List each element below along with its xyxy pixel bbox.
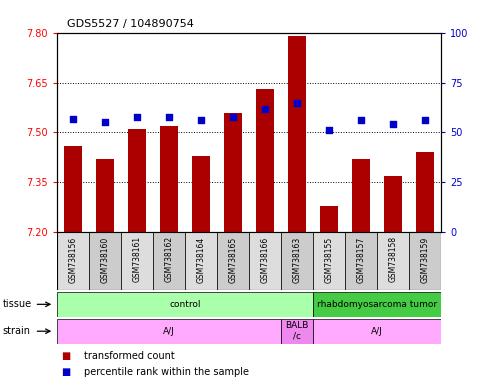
Bar xyxy=(320,206,338,232)
Bar xyxy=(281,319,313,344)
Text: GSM738159: GSM738159 xyxy=(421,236,430,283)
Text: GSM738163: GSM738163 xyxy=(292,236,302,283)
Text: tissue: tissue xyxy=(2,299,32,310)
Point xyxy=(357,118,365,124)
Point xyxy=(389,121,397,127)
Text: control: control xyxy=(169,300,201,309)
Bar xyxy=(352,159,370,232)
Text: GSM738166: GSM738166 xyxy=(260,236,270,283)
Bar xyxy=(192,156,210,232)
Point xyxy=(261,106,269,112)
Bar xyxy=(249,232,281,290)
Point xyxy=(101,119,108,126)
Text: ■: ■ xyxy=(62,367,71,377)
Text: GSM738155: GSM738155 xyxy=(324,236,334,283)
Text: GSM738165: GSM738165 xyxy=(228,236,238,283)
Bar xyxy=(281,232,313,290)
Text: ■: ■ xyxy=(62,351,71,361)
Text: A/J: A/J xyxy=(163,327,175,336)
Bar xyxy=(288,36,306,232)
Point xyxy=(325,127,333,134)
Bar xyxy=(256,89,274,232)
Text: transformed count: transformed count xyxy=(84,351,175,361)
Bar xyxy=(217,232,249,290)
Point xyxy=(165,113,173,119)
Text: GSM738158: GSM738158 xyxy=(388,236,398,283)
Bar xyxy=(57,319,281,344)
Point xyxy=(421,118,429,124)
Text: GSM738164: GSM738164 xyxy=(196,236,206,283)
Point xyxy=(229,113,237,119)
Text: GSM738161: GSM738161 xyxy=(132,236,141,283)
Text: GSM738157: GSM738157 xyxy=(356,236,366,283)
Text: GSM738156: GSM738156 xyxy=(68,236,77,283)
Point xyxy=(69,116,77,122)
Text: BALB
/c: BALB /c xyxy=(285,321,309,341)
Bar xyxy=(160,126,177,232)
Bar xyxy=(185,232,217,290)
Bar xyxy=(224,113,242,232)
Text: GSM738160: GSM738160 xyxy=(100,236,109,283)
Bar xyxy=(96,159,113,232)
Bar xyxy=(121,232,153,290)
Bar xyxy=(57,292,313,317)
Text: strain: strain xyxy=(2,326,31,336)
Point xyxy=(133,113,141,119)
Bar xyxy=(64,146,81,232)
Bar xyxy=(313,319,441,344)
Text: GDS5527 / 104890754: GDS5527 / 104890754 xyxy=(67,19,193,29)
Text: GSM738162: GSM738162 xyxy=(164,236,174,283)
Text: rhabdomyosarcoma tumor: rhabdomyosarcoma tumor xyxy=(317,300,437,309)
Bar xyxy=(417,152,434,232)
Bar xyxy=(409,232,441,290)
Text: A/J: A/J xyxy=(371,327,383,336)
Point xyxy=(197,118,205,124)
Bar xyxy=(89,232,121,290)
Point xyxy=(293,99,301,106)
Bar xyxy=(313,232,345,290)
Text: percentile rank within the sample: percentile rank within the sample xyxy=(84,367,249,377)
Bar xyxy=(385,176,402,232)
Bar xyxy=(377,232,409,290)
Bar xyxy=(153,232,185,290)
Bar xyxy=(128,129,145,232)
Bar xyxy=(345,232,377,290)
Bar xyxy=(313,292,441,317)
Bar xyxy=(57,232,89,290)
